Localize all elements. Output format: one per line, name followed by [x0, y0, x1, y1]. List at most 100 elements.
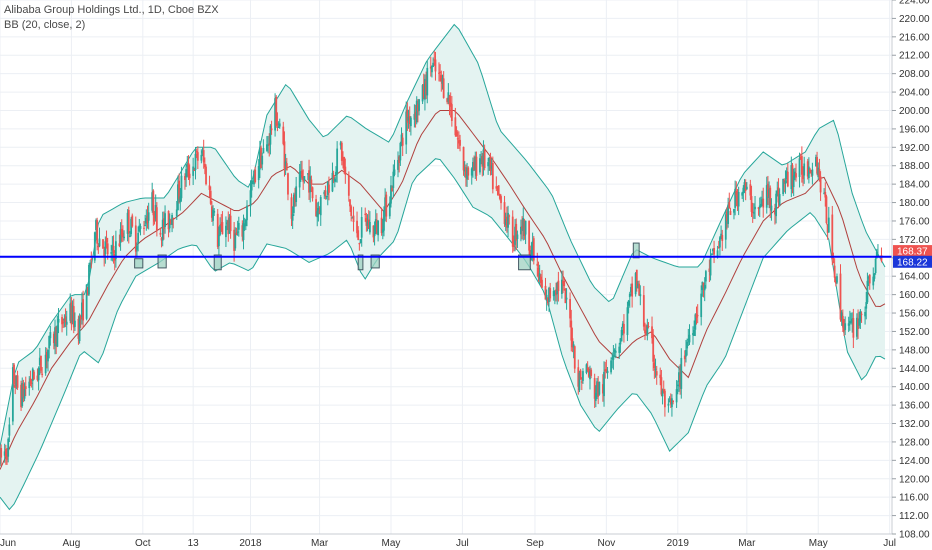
candle-body	[775, 193, 778, 217]
candle-body	[752, 212, 755, 214]
time-tick-label: Nov	[597, 538, 615, 549]
candle-body	[434, 59, 437, 72]
candle-body	[852, 318, 855, 338]
candle-body	[52, 333, 55, 344]
candle-body	[237, 223, 240, 230]
candle-body	[356, 220, 358, 234]
indicator-label: BB (20, close, 2)	[4, 19, 86, 31]
candle-body	[815, 157, 817, 167]
candle-body	[475, 156, 478, 176]
candle-body	[864, 312, 866, 317]
candle-body	[374, 219, 377, 230]
candle-body	[171, 215, 173, 226]
candle-body	[44, 354, 47, 374]
candle-body	[226, 222, 228, 225]
candle-body	[72, 306, 75, 328]
candle-body	[605, 369, 608, 372]
candle-body	[857, 318, 859, 330]
candle-body	[81, 302, 83, 318]
candle-body	[470, 168, 473, 176]
candle-body	[503, 202, 506, 224]
candle-body	[367, 219, 370, 229]
candle-body	[323, 191, 326, 195]
candle-body	[560, 279, 563, 294]
candle-body	[328, 184, 330, 193]
candle-body	[424, 78, 426, 100]
price-tick-label: 164.00	[899, 272, 930, 283]
candle-body	[768, 189, 770, 199]
candle-body	[597, 382, 600, 397]
candle-body	[336, 148, 339, 175]
price-tick-label: 108.00	[899, 530, 930, 541]
candle-body	[742, 187, 745, 194]
time-axis[interactable]: Jun Aug Oct 13 2018 Mar May Jul Sep Nov 2019 Mar May…	[0, 533, 896, 549]
candle-body	[734, 188, 737, 208]
candle-body	[249, 190, 252, 207]
candle-body	[229, 215, 232, 232]
candle-body	[757, 207, 760, 209]
candle-body	[750, 196, 753, 212]
price-tick-label: 132.00	[899, 419, 930, 430]
candle-body	[538, 273, 541, 280]
candle-body	[490, 165, 493, 169]
candle-body	[704, 271, 707, 282]
candle-body	[587, 369, 590, 377]
basis-line	[0, 109, 886, 470]
candle-body	[459, 139, 461, 146]
time-tick-label: Sep	[526, 538, 544, 549]
candle-body	[826, 224, 829, 233]
candle-body	[359, 239, 362, 243]
price-tick-label: 192.00	[899, 143, 930, 154]
candle-body	[200, 154, 203, 161]
time-tick-label: Aug	[63, 538, 81, 549]
candle-body	[405, 111, 408, 145]
candle-body	[711, 249, 714, 252]
candle-body	[480, 159, 483, 162]
candle-body	[278, 123, 281, 127]
candle-body	[401, 137, 404, 146]
candle-body	[317, 207, 320, 215]
candle-body	[212, 209, 214, 221]
candle-body	[504, 219, 507, 226]
candle-body	[717, 246, 720, 248]
candle-body	[553, 293, 556, 295]
candle-body	[839, 273, 842, 320]
candle-body	[325, 195, 328, 198]
candle-body	[388, 202, 391, 217]
candle-body	[384, 197, 387, 211]
candle-body	[254, 169, 257, 182]
candle-body	[441, 78, 444, 84]
candle-body	[841, 315, 844, 323]
candle-body	[850, 321, 852, 324]
candle-body	[95, 220, 97, 231]
candle-body	[45, 351, 48, 359]
candle-body	[89, 262, 92, 268]
candle-body	[727, 204, 730, 224]
candle-body	[456, 138, 459, 140]
time-tick-label: Mar	[738, 538, 756, 549]
candle-body	[234, 233, 237, 249]
candle-body	[792, 175, 795, 188]
support-box	[518, 254, 531, 271]
candle-body	[292, 194, 295, 213]
candle-body	[21, 383, 24, 406]
candle-body	[0, 448, 3, 458]
candle-body	[79, 315, 82, 320]
candle-body	[349, 199, 351, 207]
candle-body	[603, 371, 605, 397]
candle-body	[41, 373, 44, 375]
candle-body	[406, 109, 409, 123]
price-tick-label: 148.00	[899, 345, 930, 356]
candle-body	[735, 190, 738, 196]
candle-body	[275, 97, 278, 126]
candle-body	[372, 225, 375, 238]
candle-body	[520, 226, 522, 235]
candle-body	[585, 364, 588, 373]
candle-body	[78, 316, 81, 342]
candle-body	[342, 158, 344, 160]
candle-body	[170, 219, 172, 224]
price-axis[interactable]: 224.00 220.00 216.00 212.00 208.00 204.00 200.…	[891, 0, 932, 541]
candle-body	[532, 238, 535, 261]
candle-body	[751, 211, 754, 213]
price-tick-label: 188.00	[899, 161, 930, 172]
